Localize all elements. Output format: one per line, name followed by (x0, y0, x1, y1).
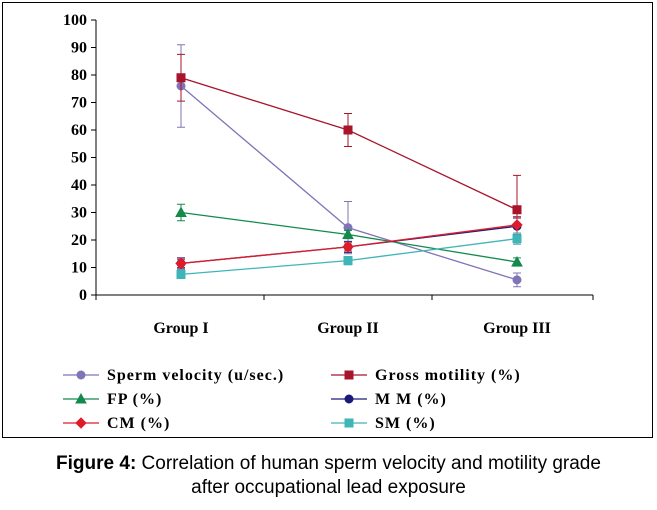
y-tick-label: 100 (63, 12, 87, 29)
legend-item: M M (%) (331, 391, 447, 408)
data-point (511, 255, 523, 267)
legend-marker (344, 370, 354, 380)
data-point (512, 205, 522, 215)
series-group (175, 203, 523, 267)
y-tick-label: 70 (71, 95, 87, 112)
data-point (343, 125, 353, 135)
series-group (176, 232, 522, 279)
legend-item: CM (%) (63, 415, 170, 432)
axes: 0 10 20 30 40 50 60 70 80 90 100 Group I Group II Gro… (63, 12, 594, 337)
legend-item: SM (%) (331, 415, 436, 432)
y-tick-label: 30 (71, 205, 87, 222)
legend-item: Sperm velocity (u/sec.) (63, 367, 284, 384)
data-point (343, 256, 353, 266)
y-tick-label: 0 (79, 287, 87, 304)
series-group (175, 216, 523, 270)
x-tick-label: Group III (483, 320, 551, 337)
data-point (342, 228, 354, 239)
legend-label: CM (%) (107, 415, 170, 432)
data-point (175, 206, 187, 217)
data-point (512, 275, 522, 285)
caption-line1: Correlation of human sperm velocity and … (136, 453, 601, 474)
legend-item: Gross motility (%) (331, 367, 521, 384)
legend: Sperm velocity (u/sec.) Gross motility (%… (63, 367, 521, 432)
legend-marker (344, 394, 354, 404)
series-line (180, 77, 518, 211)
legend-label: Gross motility (%) (375, 367, 521, 384)
y-tick-label: 40 (71, 177, 87, 194)
y-tick-label: 90 (71, 40, 87, 57)
data-point (176, 73, 186, 83)
legend-label: Sperm velocity (u/sec.) (107, 367, 284, 384)
y-tick-label: 80 (71, 67, 87, 84)
y-tick-label: 10 (71, 260, 87, 277)
data-point (511, 219, 523, 231)
x-tick-label: Group I (153, 320, 208, 337)
line-chart: 0 10 20 30 40 50 60 70 80 90 100 Group I Group II Gro… (63, 12, 594, 432)
data-point (512, 234, 522, 244)
x-tick-label: Group II (317, 320, 379, 337)
data-point (175, 257, 187, 270)
caption-line2: after occupational lead exposure (191, 477, 466, 498)
legend-item: FP (%) (63, 391, 162, 408)
legend-label: FP (%) (107, 391, 162, 408)
y-tick-label: 60 (71, 122, 87, 139)
caption-label: Figure 4: (56, 453, 137, 474)
legend-marker (76, 370, 86, 380)
figure-caption: Figure 4: Correlation of human sperm vel… (0, 452, 657, 476)
series-group (176, 53, 522, 245)
legend-marker (344, 418, 354, 428)
y-tick-label: 50 (71, 150, 87, 167)
y-tick-label: 20 (71, 232, 87, 249)
legend-label: SM (%) (375, 415, 436, 432)
data-point (342, 241, 354, 253)
plot-area (175, 44, 523, 288)
legend-label: M M (%) (375, 391, 447, 408)
chart-frame: 0 10 20 30 40 50 60 70 80 90 100 Group I Group II Gro… (2, 2, 653, 438)
legend-marker (75, 417, 87, 429)
figure-caption-line2: after occupational lead exposure (0, 476, 657, 500)
legend-marker (75, 392, 87, 404)
data-point (176, 269, 186, 279)
